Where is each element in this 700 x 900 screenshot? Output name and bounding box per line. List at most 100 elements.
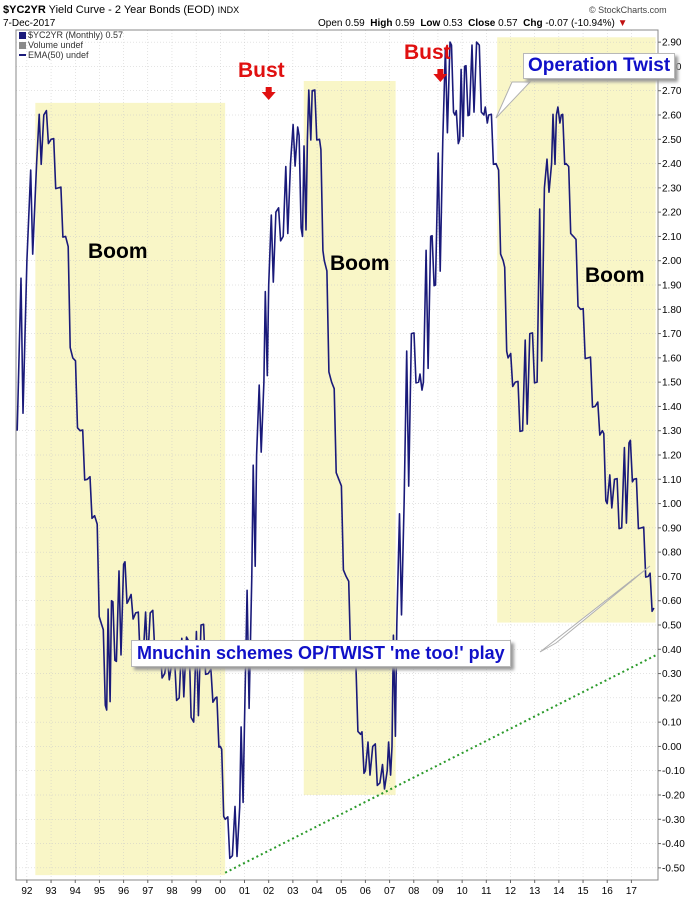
x-tick-label: 15 <box>577 886 589 897</box>
y-tick-label: 1.10 <box>662 475 682 486</box>
x-tick-label: 03 <box>287 886 299 897</box>
y-tick-label: -0.30 <box>662 815 685 826</box>
bust-arrow-1-icon <box>261 87 276 100</box>
exchange: INDX <box>217 5 240 15</box>
x-tick-label: 13 <box>529 886 541 897</box>
chart-name: Yield Curve - 2 Year Bonds (EOD) <box>48 4 215 16</box>
y-tick-label: 1.40 <box>662 402 682 413</box>
operation-twist-pointer <box>495 81 532 119</box>
x-tick-label: 97 <box>142 886 154 897</box>
x-tick-label: 10 <box>457 886 469 897</box>
legend-item-volume: Volume undef <box>19 40 83 50</box>
x-tick-label: 96 <box>118 886 130 897</box>
volume-swatch-icon <box>19 42 26 49</box>
open-value: 0.59 <box>345 18 365 29</box>
bust-label-2: Bust <box>404 41 451 64</box>
symbol: $YC2YR <box>3 4 46 16</box>
y-tick-label: -0.10 <box>662 766 685 777</box>
y-tick-label: 1.20 <box>662 451 682 462</box>
yield-curve-line <box>16 41 655 860</box>
ema-swatch-icon <box>19 54 26 56</box>
down-triangle-icon: ▼ <box>617 18 628 29</box>
y-tick-label: 1.70 <box>662 329 682 340</box>
y-tick-label: 1.50 <box>662 378 682 389</box>
boom-region-3 <box>497 37 656 623</box>
bust-arrows <box>261 69 448 100</box>
y-tick-label: -0.40 <box>662 839 685 850</box>
x-tick-label: 94 <box>70 886 82 897</box>
boom-regions <box>35 37 656 876</box>
series <box>16 41 655 860</box>
trendline <box>224 653 659 874</box>
boom-label-3: Boom <box>585 264 645 287</box>
x-tick-label: 16 <box>602 886 614 897</box>
ohlc-row: Open 0.59 High 0.59 Low 0.53 Close 0.57 … <box>318 18 628 29</box>
x-tick-label: 07 <box>384 886 396 897</box>
y-tick-label: 2.20 <box>662 208 682 219</box>
y-tick-label: 0.90 <box>662 523 682 534</box>
x-tick-label: 04 <box>311 886 323 897</box>
x-tick-label: 95 <box>94 886 106 897</box>
x-tick-label: 99 <box>191 886 203 897</box>
mnuchin-pointer <box>539 565 651 653</box>
y-tick-label: 0.10 <box>662 718 682 729</box>
y-tick-label: 2.00 <box>662 256 682 267</box>
y-tick-label: 0.60 <box>662 596 682 607</box>
y-tick-label: 1.30 <box>662 426 682 437</box>
x-tick-label: 08 <box>408 886 420 897</box>
x-tick-label: 17 <box>626 886 638 897</box>
y-tick-label: 1.60 <box>662 353 682 364</box>
y-tick-label: 2.40 <box>662 159 682 170</box>
axis-ticks: 2.902.802.702.602.502.402.302.202.102.00… <box>21 38 685 897</box>
x-tick-label: 05 <box>336 886 348 897</box>
callout-pointers <box>495 81 651 653</box>
chart-date: 7-Dec-2017 <box>3 18 56 29</box>
y-tick-label: 0.20 <box>662 693 682 704</box>
close-value: 0.57 <box>498 18 518 29</box>
y-tick-label: 2.30 <box>662 183 682 194</box>
y-tick-label: 2.50 <box>662 135 682 146</box>
grid <box>16 30 658 880</box>
x-tick-label: 11 <box>481 886 492 897</box>
y-tick-label: 2.70 <box>662 86 682 97</box>
y-tick-label: 0.40 <box>662 645 682 656</box>
x-tick-label: 93 <box>45 886 57 897</box>
y-tick-label: 2.10 <box>662 232 682 243</box>
boom-region-2 <box>303 81 396 795</box>
x-tick-label: 98 <box>166 886 178 897</box>
x-tick-label: 12 <box>505 886 517 897</box>
y-tick-label: 2.60 <box>662 111 682 122</box>
mnuchin-callout: Mnuchin schemes OP/TWIST 'me too!' play <box>131 640 511 667</box>
operation-twist-callout: Operation Twist <box>523 53 676 79</box>
watermark: © StockCharts.com <box>589 5 667 15</box>
series-swatch-icon <box>19 32 26 39</box>
chg-value: -0.07 (-10.94%) <box>545 18 615 29</box>
y-tick-label: 0.00 <box>662 742 682 753</box>
x-tick-label: 00 <box>215 886 227 897</box>
chart-title-row: $YC2YR Yield Curve - 2 Year Bonds (EOD) … <box>3 4 239 17</box>
y-tick-label: 1.80 <box>662 305 682 316</box>
x-tick-label: 02 <box>263 886 275 897</box>
boom-label-2: Boom <box>330 252 390 275</box>
bust-arrow-2-icon <box>433 69 448 82</box>
x-tick-label: 14 <box>553 886 565 897</box>
y-tick-label: 1.90 <box>662 281 682 292</box>
y-tick-label: 2.90 <box>662 38 682 49</box>
support-trendline <box>224 653 659 874</box>
legend-item-ema: EMA(50) undef <box>19 50 89 60</box>
low-value: 0.53 <box>443 18 463 29</box>
y-tick-label: 0.80 <box>662 548 682 559</box>
legend-item-series: $YC2YR (Monthly) 0.57 <box>19 30 123 40</box>
y-tick-label: 1.00 <box>662 499 682 510</box>
y-tick-label: -0.20 <box>662 791 685 802</box>
x-tick-label: 01 <box>239 886 251 897</box>
y-tick-label: -0.50 <box>662 863 685 874</box>
boom-label-1: Boom <box>88 240 148 263</box>
boom-region-1 <box>35 102 226 876</box>
x-tick-label: 92 <box>21 886 33 897</box>
y-tick-label: 0.70 <box>662 572 682 583</box>
x-tick-label: 06 <box>360 886 372 897</box>
high-value: 0.59 <box>395 18 415 29</box>
bust-label-1: Bust <box>238 59 285 82</box>
